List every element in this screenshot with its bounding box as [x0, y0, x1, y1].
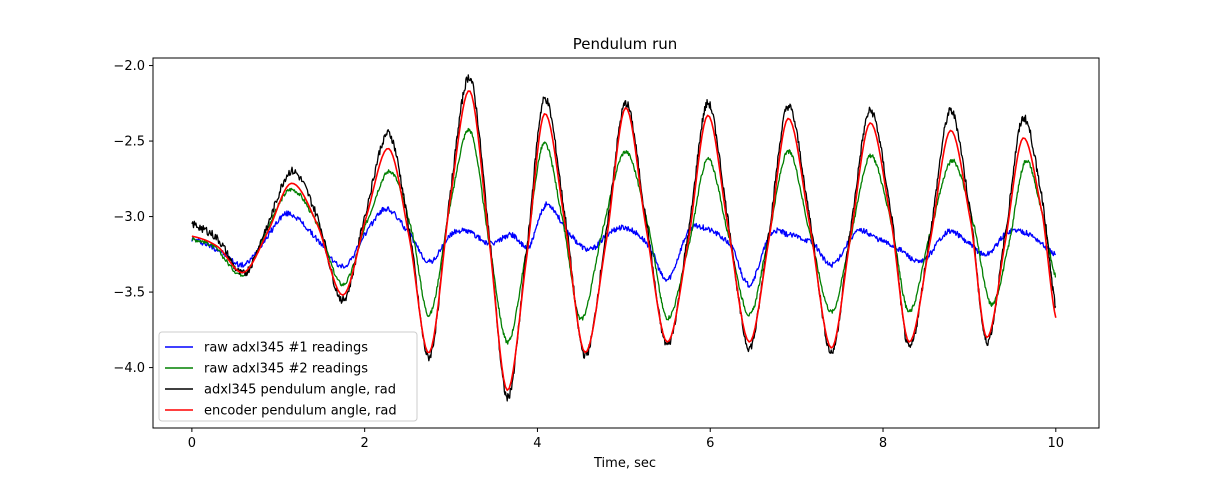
- legend-label-3: adxl345 pendulum angle, rad: [204, 383, 396, 398]
- legend-label-4: encoder pendulum angle, rad: [204, 404, 397, 419]
- y-tick-label: −4.0: [113, 361, 145, 376]
- x-axis: 0 2 4 6 8 10: [188, 428, 1064, 451]
- x-tick-label: 2: [361, 436, 369, 451]
- chart-title: Pendulum run: [573, 35, 678, 53]
- legend-label-1: raw adxl345 #1 readings: [204, 341, 368, 356]
- y-tick-label: −2.5: [113, 135, 145, 150]
- x-tick-label: 8: [879, 436, 887, 451]
- x-axis-title: Time, sec: [593, 456, 656, 471]
- series-line-4: [191, 90, 1057, 392]
- series-line-3: [191, 74, 1057, 402]
- plot-frame: [152, 57, 1100, 429]
- x-tick-label: 0: [188, 436, 196, 451]
- legend: raw adxl345 #1 readings raw adxl345 #2 re…: [158, 331, 418, 422]
- legend-label-2: raw adxl345 #2 readings: [204, 362, 368, 377]
- series-layer: [191, 74, 1057, 402]
- y-axis: −2.0 −2.5 −3.0 −3.5 −4.0: [113, 59, 153, 376]
- y-tick-label: −3.5: [113, 286, 145, 301]
- x-tick-label: 6: [706, 436, 714, 451]
- x-tick-label: 10: [1048, 436, 1065, 451]
- x-tick-label: 4: [533, 436, 541, 451]
- legend-box: [158, 331, 418, 422]
- y-tick-label: −2.0: [113, 59, 145, 74]
- y-tick-label: −3.0: [113, 210, 145, 225]
